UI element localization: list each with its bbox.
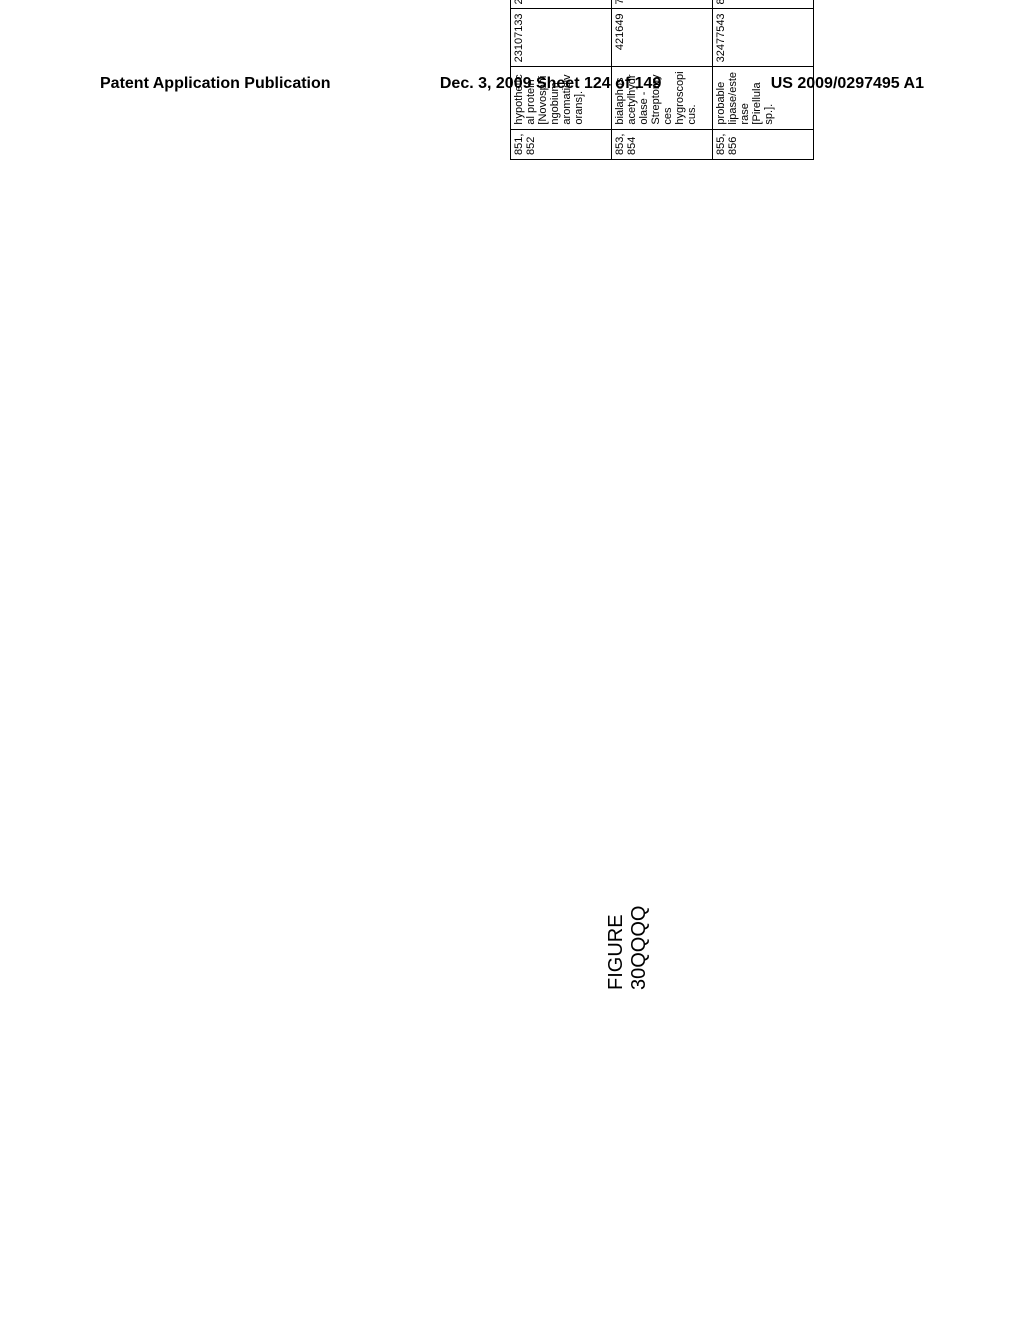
- table-cell: hypothetic al protein [Novosphi ngobium …: [511, 67, 612, 129]
- table-row: 855, 856probable lipase/este rase [Pirel…: [713, 0, 814, 160]
- table-cell: 421649: [612, 9, 713, 67]
- table-cell: 8E-29: [713, 0, 814, 9]
- table-cell: bialaphos acetylhydr olase - Streptomy c…: [612, 67, 713, 129]
- table-row: 851, 852hypothetic al protein [Novosphi …: [511, 0, 612, 160]
- table-cell: 851, 852: [511, 129, 612, 159]
- table-cell: probable lipase/este rase [Pirellula sp.…: [713, 67, 814, 129]
- table-row: 853, 854bialaphos acetylhydr olase - Str…: [612, 0, 713, 160]
- table-cell: 853, 854: [612, 129, 713, 159]
- table-cell: 7E-39: [612, 0, 713, 9]
- rotated-table-container: 851, 852hypothetic al protein [Novosphi …: [510, 0, 814, 160]
- table-cell: 855, 856: [713, 129, 814, 159]
- table-cell: 23107133: [511, 9, 612, 67]
- table-cell: 2E-95: [511, 0, 612, 9]
- figure-label-line2: 30QQQQ: [628, 906, 651, 990]
- figure-label: FIGURE 30QQQQ: [605, 906, 651, 990]
- table-cell: 32477543: [713, 9, 814, 67]
- figure-label-line1: FIGURE: [605, 906, 628, 990]
- data-table: 851, 852hypothetic al protein [Novosphi …: [510, 0, 814, 160]
- header-left: Patent Application Publication: [100, 75, 331, 93]
